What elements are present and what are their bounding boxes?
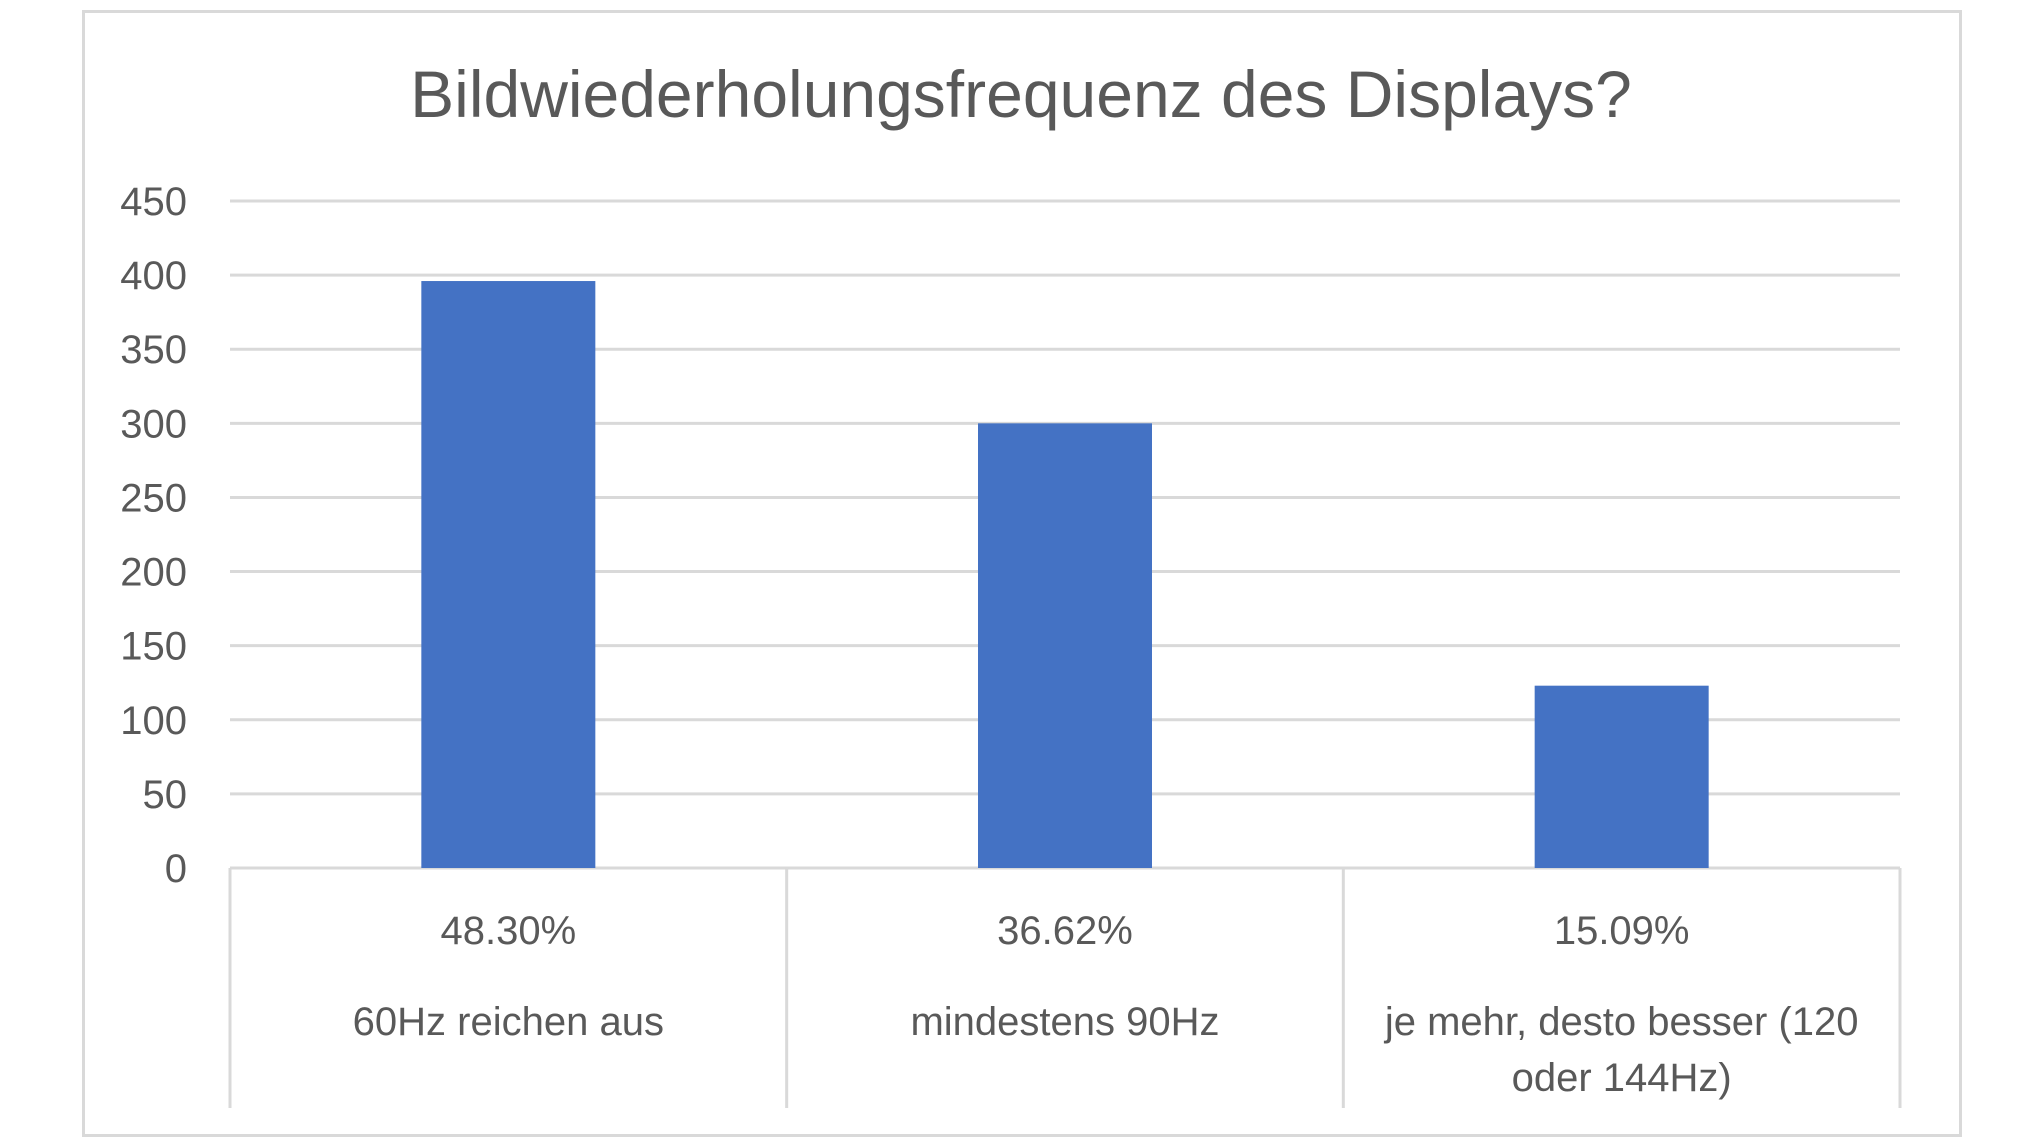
y-tick-label: 350: [120, 328, 187, 372]
bars: [421, 281, 1709, 868]
y-tick-label: 250: [120, 476, 187, 520]
category-label: je mehr, desto besser (120: [1384, 1000, 1859, 1044]
y-tick-label: 200: [120, 551, 187, 595]
category-percent-label: 48.30%: [440, 909, 576, 953]
category-label: oder 144Hz): [1512, 1056, 1732, 1100]
category-label: 60Hz reichen aus: [353, 1000, 664, 1044]
y-tick-label: 50: [143, 773, 188, 817]
y-tick-label: 300: [120, 402, 187, 446]
y-tick-label: 400: [120, 254, 187, 298]
chart-title: Bildwiederholungsfrequenz des Displays?: [410, 57, 1632, 131]
bar: [1534, 685, 1709, 868]
y-tick-label: 150: [120, 625, 187, 669]
bar: [978, 423, 1152, 868]
category-percent-label: 36.62%: [997, 909, 1133, 953]
category-label: mindestens 90Hz: [910, 1000, 1219, 1044]
category-percent-label: 15.09%: [1554, 909, 1690, 953]
x-axis: 48.30% 60Hz reichen aus 36.62% mindestens 9…: [228, 868, 1902, 1108]
y-tick-label: 100: [120, 699, 187, 743]
y-tick-label: 450: [120, 180, 187, 224]
y-tick-label: 0: [165, 847, 187, 891]
y-axis: 0 50 100 150 200 250 300 350 400 450: [120, 180, 187, 891]
bar: [421, 281, 596, 868]
